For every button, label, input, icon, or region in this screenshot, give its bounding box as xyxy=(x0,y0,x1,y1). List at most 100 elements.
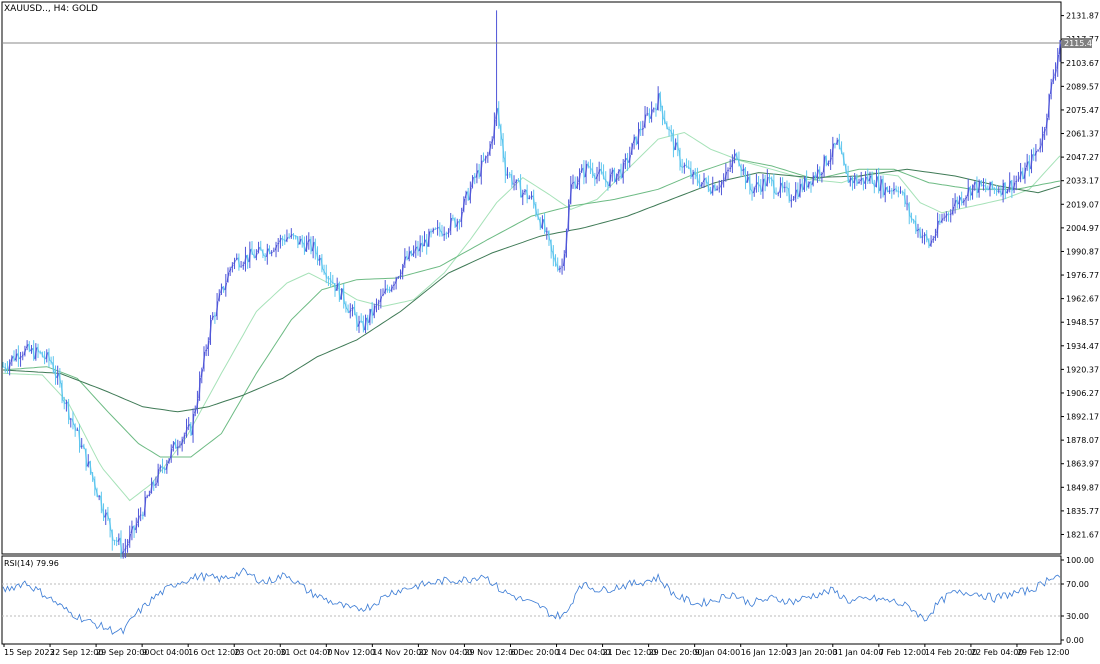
candle-body xyxy=(509,174,510,175)
candle-body xyxy=(994,188,995,189)
rsi-tick-label: 0.00 xyxy=(1066,636,1084,645)
candle-body xyxy=(1016,181,1017,182)
price-tick-label: 2075.47 xyxy=(1066,106,1099,115)
candle-body xyxy=(278,243,279,245)
rsi-tick-label: 100.00 xyxy=(1066,556,1094,565)
candle-body xyxy=(435,228,436,229)
candle-body xyxy=(834,143,835,145)
candle-body xyxy=(891,190,892,191)
price-tick-label: 1990.87 xyxy=(1066,247,1099,256)
candle-body xyxy=(898,191,899,193)
time-tick-label: 7 Feb 12:00 xyxy=(879,648,926,657)
current-price-label: 2115.48 xyxy=(1064,39,1097,48)
candle-body xyxy=(400,275,401,277)
candle-body xyxy=(446,233,447,234)
time-tick-label: 31 Jan 04:00 xyxy=(833,648,884,657)
candle-body xyxy=(778,193,779,194)
candle-body xyxy=(688,167,689,169)
time-tick-label: 29 Feb 12:00 xyxy=(1017,648,1069,657)
candle-body xyxy=(398,277,399,278)
candle-body xyxy=(727,170,728,172)
candle-body xyxy=(793,199,794,200)
candle-body xyxy=(430,231,431,232)
candle-body xyxy=(948,213,949,214)
candle-body xyxy=(7,368,8,369)
candle-body xyxy=(1018,179,1019,180)
candle-body xyxy=(142,515,143,516)
candle-body xyxy=(1037,150,1038,151)
price-tick-label: 1906.27 xyxy=(1066,389,1099,398)
rsi-tick-label: 30.00 xyxy=(1066,612,1089,621)
candle-body xyxy=(206,350,207,352)
price-tick-label: 2033.17 xyxy=(1066,177,1099,186)
candle-body xyxy=(243,265,244,266)
candle-body xyxy=(858,182,859,184)
candle-body xyxy=(642,128,643,130)
candle-body xyxy=(922,237,923,238)
chart-title: XAUUSD.., H4: GOLD xyxy=(4,4,98,14)
price-tick-label: 2103.67 xyxy=(1066,59,1099,68)
time-tick-label: 22 Feb 04:00 xyxy=(971,648,1023,657)
candle-body xyxy=(902,192,903,194)
time-tick-label: 16 Jan 12:00 xyxy=(741,648,792,657)
price-tick-label: 1962.67 xyxy=(1066,295,1099,304)
candle-body xyxy=(81,446,82,447)
time-tick-label: 7 Nov 12:00 xyxy=(326,648,375,657)
time-tick-label: 23 Oct 20:00 xyxy=(234,648,286,657)
candle-body xyxy=(459,221,460,222)
candle-body xyxy=(561,267,562,268)
candle-body xyxy=(437,227,438,229)
price-tick-label: 1892.17 xyxy=(1066,413,1099,422)
candle-body xyxy=(444,234,445,235)
price-tick-label: 2019.07 xyxy=(1066,200,1099,209)
candle-body xyxy=(352,307,353,309)
candle-body xyxy=(328,278,329,279)
candle-body xyxy=(769,177,770,179)
price-tick-label: 1934.47 xyxy=(1066,342,1099,351)
rsi-panel xyxy=(2,556,1061,644)
price-tick-label: 1849.87 xyxy=(1066,483,1099,492)
price-tick-label: 2047.27 xyxy=(1066,153,1099,162)
candle-body xyxy=(529,198,530,199)
rsi-tick-label: 70.00 xyxy=(1066,580,1089,589)
price-tick-label: 1948.57 xyxy=(1066,318,1099,327)
price-tick-label: 2089.57 xyxy=(1066,82,1099,91)
candle-body xyxy=(775,193,776,195)
candle-body xyxy=(513,184,514,185)
candle-body xyxy=(236,258,237,260)
time-tick-label: 15 Sep 2023 xyxy=(4,648,55,657)
price-tick-label: 2131.87 xyxy=(1066,12,1099,21)
candle-body xyxy=(66,402,67,403)
price-tick-label: 1835.77 xyxy=(1066,507,1099,516)
price-tick-label: 1920.37 xyxy=(1066,365,1099,374)
candle-body xyxy=(730,168,731,170)
price-tick-label: 1878.07 xyxy=(1066,436,1099,445)
candle-body xyxy=(114,540,115,541)
candle-body xyxy=(2,367,3,368)
candle-body xyxy=(889,191,890,192)
candle-body xyxy=(332,282,333,284)
time-tick-label: 9 Oct 04:00 xyxy=(142,648,189,657)
time-tick-label: 31 Oct 04:00 xyxy=(280,648,332,657)
candle-body xyxy=(572,182,573,184)
candle-body xyxy=(716,189,717,191)
candle-body xyxy=(518,180,519,182)
candle-body xyxy=(933,239,934,240)
candle-body xyxy=(40,352,41,353)
time-tick-label: 9 Jan 04:00 xyxy=(695,648,741,657)
candle-body xyxy=(723,180,724,181)
candle-body xyxy=(116,540,117,542)
time-tick-label: 16 Oct 12:00 xyxy=(188,648,240,657)
candle-body xyxy=(640,129,641,131)
candle-body xyxy=(474,177,475,178)
candle-body xyxy=(271,252,272,254)
candle-body xyxy=(987,189,988,190)
candle-body xyxy=(387,288,388,290)
candle-body xyxy=(452,218,453,219)
price-tick-label: 1976.77 xyxy=(1066,271,1099,280)
candle-body xyxy=(361,321,362,322)
candle-body xyxy=(214,315,215,316)
price-tick-label: 1863.97 xyxy=(1066,460,1099,469)
